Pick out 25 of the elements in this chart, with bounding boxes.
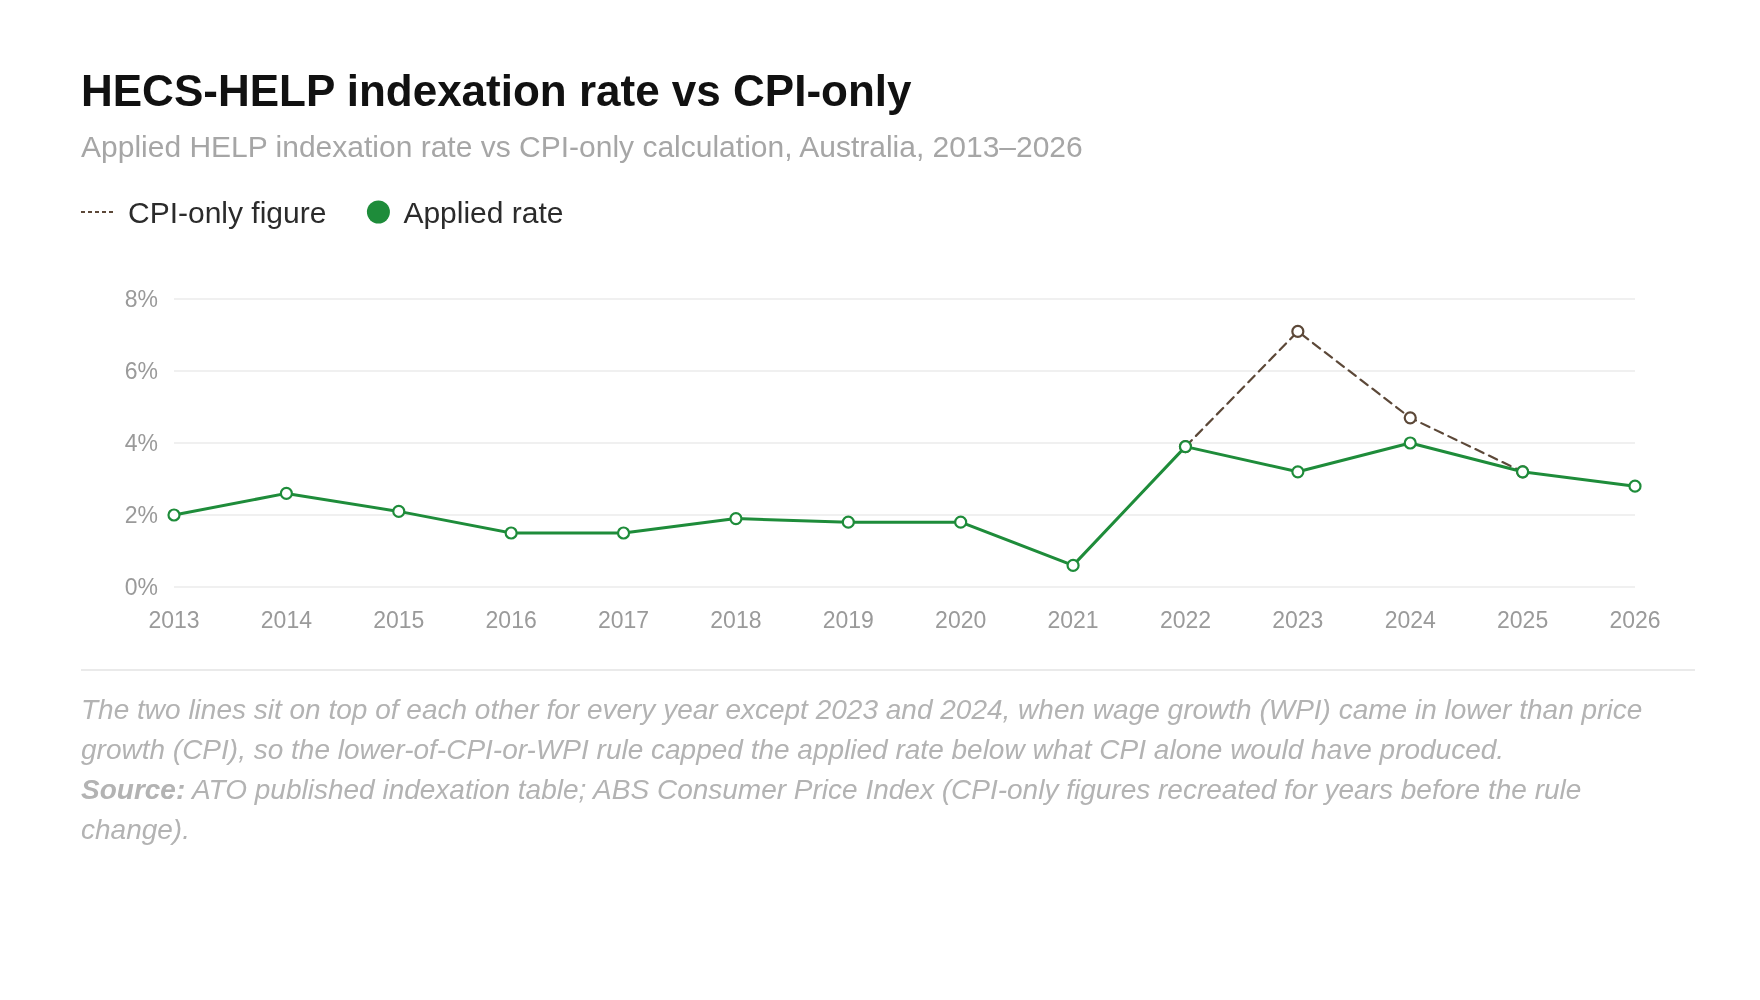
x-tick-label: 2016 [485, 607, 537, 633]
x-tick-label: 2017 [597, 607, 650, 633]
x-tick-label: 2015 [373, 607, 425, 633]
x-tick-label: 2023 [1272, 607, 1324, 633]
x-tick-label: 2024 [1384, 607, 1437, 633]
x-tick-label: 2019 [822, 607, 874, 633]
x-tick-label: 2014 [260, 607, 313, 633]
x-tick-label: 2021 [1047, 607, 1099, 633]
legend-label: Applied rate [403, 195, 564, 229]
legend-label: CPI-only figure [128, 195, 327, 229]
text: The two lines sit on top of each other for every year except 2023 and 2024, when wage growth (WPI) came in lower than price growth (CPI), so the lower-of-CPI-or-WPI rule capped the applied rate below what CPI alone would have produced. [81, 694, 1643, 765]
y-tick-label: 6% [124, 358, 158, 384]
y-tick-label: 8% [124, 286, 158, 312]
x-tick-label: 2013 [148, 607, 200, 633]
y-tick-label: 0% [124, 574, 158, 600]
y-tick-label: 4% [124, 430, 158, 456]
text: Source: ATO published indexation table; ABS Consumer Price Index (CPI-only figures recreated for years before the rule change). [81, 774, 1582, 845]
x-tick-label: 2022 [1159, 607, 1212, 633]
x-tick-label: 2026 [1609, 607, 1661, 633]
x-tick-label: 2018 [710, 607, 762, 633]
chart-subtitle: Applied HELP indexation rate vs CPI-only calculation, Australia, 2013–2026 [81, 130, 1083, 163]
x-tick-label: 2025 [1497, 607, 1549, 633]
y-tick-label: 2% [124, 502, 158, 528]
x-tick-label: 2020 [935, 607, 987, 633]
chart-title: HECS-HELP indexation rate vs CPI-only [81, 66, 913, 115]
